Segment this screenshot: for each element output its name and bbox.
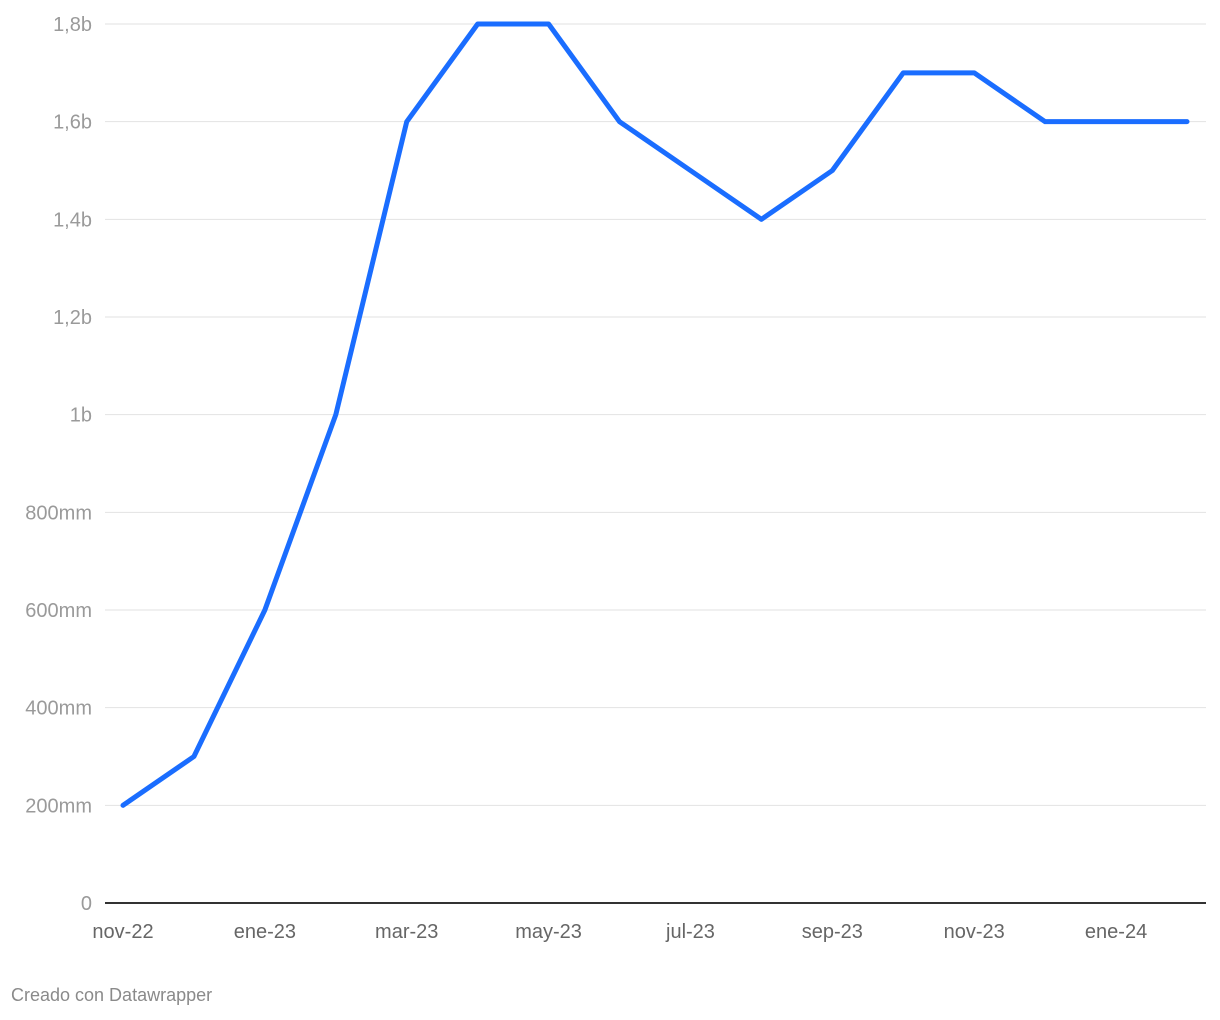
x-tick-label: ene-24 bbox=[1085, 921, 1147, 943]
y-tick-label: 1,4b bbox=[53, 209, 92, 231]
y-tick-label: 1,8b bbox=[53, 14, 92, 36]
y-tick-label: 1,2b bbox=[53, 307, 92, 329]
y-tick-label: 400mm bbox=[25, 698, 92, 720]
y-tick-label: 600mm bbox=[25, 600, 92, 622]
y-tick-label: 800mm bbox=[25, 502, 92, 524]
x-tick-label: may-23 bbox=[515, 921, 582, 943]
x-tick-label: nov-22 bbox=[92, 921, 153, 943]
credit-text: Creado con Datawrapper bbox=[11, 985, 213, 1005]
y-tick-label: 0 bbox=[81, 893, 92, 915]
x-tick-label: nov-23 bbox=[944, 921, 1005, 943]
x-tick-label: sep-23 bbox=[802, 921, 863, 943]
y-tick-label: 200mm bbox=[25, 795, 92, 817]
x-tick-label: mar-23 bbox=[375, 921, 438, 943]
x-tick-label: ene-23 bbox=[234, 921, 296, 943]
y-tick-label: 1,6b bbox=[53, 112, 92, 134]
series-line bbox=[120, 21, 1190, 808]
line-chart: 0 200mm 400mm 600mm 800mm 1b 1,2b 1,4b 1,6b 1,8b n… bbox=[25, 14, 1206, 943]
x-tick-label: jul-23 bbox=[665, 921, 715, 943]
y-tick-label: 1b bbox=[70, 405, 92, 427]
